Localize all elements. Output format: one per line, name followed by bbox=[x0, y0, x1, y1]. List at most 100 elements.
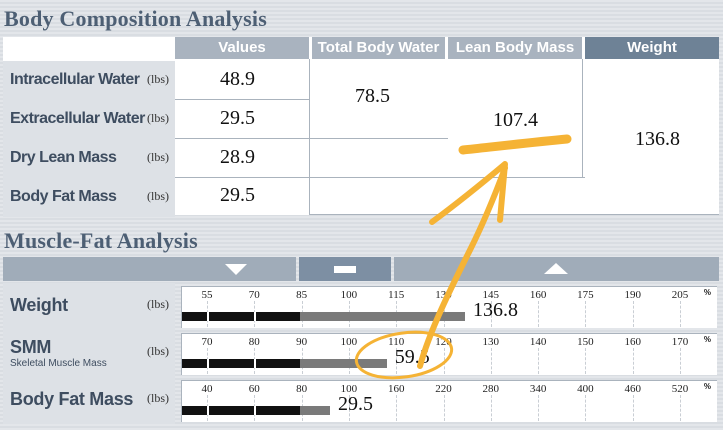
tick-label: 460 bbox=[624, 383, 641, 395]
bar-separator bbox=[207, 312, 209, 321]
row-label-body-fat-mass: Body Fat Mass (lbs) bbox=[3, 178, 175, 217]
tick-gridline bbox=[632, 301, 634, 327]
tick-label: 130 bbox=[482, 336, 500, 348]
grid-line bbox=[175, 138, 309, 139]
bar-value-label: 59.5 bbox=[394, 346, 430, 368]
tick-gridline bbox=[680, 348, 681, 374]
tick-label: 160 bbox=[624, 336, 641, 348]
value-body-fat-mass: 29.5 bbox=[220, 184, 255, 206]
tick-gridline bbox=[585, 395, 587, 421]
tick-label: 170 bbox=[671, 336, 689, 348]
grid-line bbox=[175, 177, 309, 178]
bar-separator bbox=[254, 359, 256, 368]
header-total-body-water: Total Body Water bbox=[312, 37, 445, 59]
mfa-header-under bbox=[175, 257, 296, 281]
tick-label: 520 bbox=[671, 383, 689, 395]
tick-label: 100 bbox=[340, 289, 358, 301]
value-lean-body-mass: 107.4 bbox=[493, 109, 538, 131]
tick-gridline bbox=[490, 348, 492, 374]
bar-separator bbox=[207, 359, 209, 368]
bar-value-label: 29.5 bbox=[337, 393, 373, 415]
mfa-row-weight: Weight (lbs) % 55 70 85 100 115 130 145 160 175 1… bbox=[3, 283, 719, 330]
tick-label: 120 bbox=[435, 336, 452, 348]
tick-label: 60 bbox=[248, 383, 260, 395]
tick-gridline bbox=[443, 395, 445, 421]
tick-label: 90 bbox=[296, 336, 308, 348]
tick-label: 160 bbox=[387, 383, 405, 395]
tick-gridline bbox=[443, 348, 445, 374]
value-extracellular-water: 29.5 bbox=[220, 107, 255, 129]
tick-label: 160 bbox=[529, 289, 547, 301]
value-weight: 136.8 bbox=[635, 128, 680, 150]
tick-label: 80 bbox=[248, 336, 260, 348]
grid-line bbox=[175, 99, 309, 100]
tick-label: 85 bbox=[296, 289, 308, 301]
tick-gridline bbox=[538, 395, 540, 421]
row-label-intracellular-water: Intracellular Water (lbs) bbox=[3, 61, 175, 100]
minus-icon bbox=[334, 266, 356, 273]
tick-gridline bbox=[585, 348, 587, 374]
tick-label: 220 bbox=[435, 383, 452, 395]
body-composition-title: Body Composition Analysis bbox=[4, 6, 267, 31]
bar-separator bbox=[207, 406, 209, 415]
mfa-bar-chart-smm: % 70 80 90 100 110 120 130 140 150 160 170 59.5 bbox=[181, 333, 717, 375]
tick-label: 100 bbox=[340, 336, 358, 348]
bar-normal-segment bbox=[300, 406, 330, 415]
tick-gridline bbox=[490, 395, 492, 421]
header-weight: Weight bbox=[585, 37, 719, 59]
tick-gridline bbox=[585, 301, 587, 327]
grid-line bbox=[309, 214, 719, 215]
bar-under-segment bbox=[182, 359, 300, 368]
header-lean-body-mass: Lean Body Mass bbox=[448, 37, 582, 59]
tick-label: 115 bbox=[388, 289, 405, 301]
tick-label: 80 bbox=[296, 383, 308, 395]
row-label-dry-lean-mass: Dry Lean Mass (lbs) bbox=[3, 139, 175, 178]
tick-label: 70 bbox=[248, 289, 260, 301]
tick-label: 70 bbox=[201, 336, 213, 348]
grid-line bbox=[309, 177, 585, 178]
mfa-row-body-fat-mass: Body Fat Mass (lbs) % 40 60 80 100 160 220 280… bbox=[3, 377, 719, 424]
tick-gridline bbox=[396, 395, 398, 421]
bar-under-segment bbox=[182, 406, 300, 415]
value-intracellular-water: 48.9 bbox=[220, 68, 255, 90]
tick-label: 175 bbox=[577, 289, 594, 301]
tick-gridline bbox=[632, 348, 634, 374]
tick-gridline bbox=[680, 395, 681, 421]
grid-line bbox=[309, 59, 310, 215]
tick-gridline bbox=[680, 301, 681, 327]
bar-under-segment bbox=[182, 312, 300, 321]
muscle-fat-chart: Weight (lbs) % 55 70 85 100 115 130 145 160 175 1… bbox=[3, 257, 719, 424]
mfa-header-normal bbox=[299, 257, 391, 281]
tick-label: 340 bbox=[529, 383, 547, 395]
mfa-label-body-fat-mass: Body Fat Mass (lbs) bbox=[3, 377, 175, 424]
mfa-row-smm: SMM Skeletal Muscle Mass (lbs) % 70 80 90 1… bbox=[3, 330, 719, 377]
triangle-up-icon bbox=[544, 263, 568, 274]
tick-gridline bbox=[348, 395, 350, 421]
bar-separator bbox=[254, 406, 256, 415]
bar-normal-segment bbox=[300, 359, 387, 368]
value-dry-lean-mass: 28.9 bbox=[220, 146, 255, 168]
mfa-bar-chart-weight: % 55 70 85 100 115 130 145 160 175 190 205 136.8 bbox=[181, 286, 717, 328]
bar-normal-segment bbox=[300, 312, 465, 321]
tick-gridline bbox=[538, 348, 540, 374]
mfa-bar-chart-body-fat-mass: % 40 60 80 100 160 220 280 340 400 460 520 29.5 bbox=[181, 380, 717, 422]
mfa-header-over bbox=[394, 257, 719, 281]
mfa-label-weight: Weight (lbs) bbox=[3, 283, 175, 330]
body-composition-table: Values Total Body Water Lean Body Mass W… bbox=[3, 37, 719, 217]
muscle-fat-title: Muscle-Fat Analysis bbox=[4, 228, 198, 253]
value-total-body-water: 78.5 bbox=[355, 85, 390, 107]
tick-label: 140 bbox=[529, 336, 547, 348]
tick-label: 130 bbox=[435, 289, 452, 301]
tick-gridline bbox=[538, 301, 540, 327]
tick-label: 40 bbox=[201, 383, 213, 395]
tick-label: 280 bbox=[482, 383, 500, 395]
bar-separator bbox=[254, 312, 256, 321]
bar-value-label: 136.8 bbox=[472, 299, 518, 321]
header-values: Values bbox=[175, 37, 309, 59]
mfa-header-blank bbox=[3, 257, 175, 281]
row-label-extracellular-water: Extracellular Water (lbs) bbox=[3, 100, 175, 139]
tick-label: 100 bbox=[340, 383, 358, 395]
grid-line bbox=[582, 59, 583, 178]
tick-label: 55 bbox=[201, 289, 213, 301]
tick-label: 205 bbox=[671, 289, 689, 301]
